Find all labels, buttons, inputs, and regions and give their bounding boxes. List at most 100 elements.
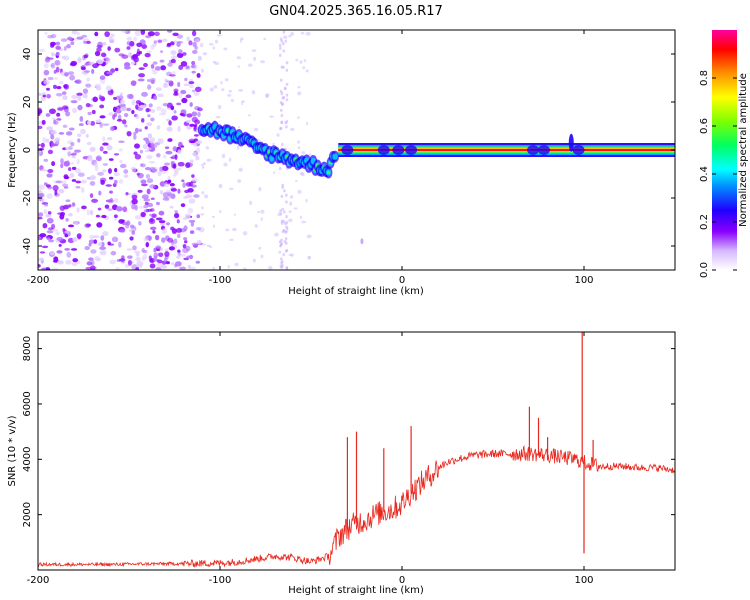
- spectrogram-speckle: [136, 51, 141, 57]
- spectrogram-speckle: [145, 241, 150, 248]
- spectrogram-speckle: [105, 57, 111, 63]
- spectrogram-speckle: [63, 176, 70, 180]
- spectrogram-speckle: [133, 250, 141, 254]
- spectrogram-speckle: [108, 158, 114, 161]
- spectrogram-speckle: [89, 193, 94, 199]
- spectrogram-streak: [280, 108, 283, 112]
- spectrogram-speckle: [108, 176, 114, 180]
- spectrogram-speckle: [160, 108, 167, 115]
- spectrogram-speckle: [152, 61, 158, 65]
- spectrogram-streak: [281, 207, 284, 211]
- spectrogram-speckle-sparse: [232, 227, 237, 232]
- spectrogram-speckle: [176, 255, 181, 259]
- spectrogram-speckle: [177, 81, 181, 87]
- spectrogram-speckle-sparse: [254, 224, 258, 228]
- spectrogram-speckle: [180, 145, 185, 148]
- spectrogram-speckle-sparse: [224, 78, 229, 82]
- spectrogram-speckle: [80, 66, 86, 71]
- spectrogram-speckle-sparse: [290, 32, 295, 36]
- spectrogram-speckle: [176, 34, 184, 39]
- spectrogram-speckle: [152, 230, 156, 234]
- spectrogram-speckle: [59, 81, 64, 85]
- colorbar-gradient: [712, 30, 737, 270]
- spectrogram-speckle-sparse: [253, 56, 257, 61]
- spectrogram-speckle: [110, 33, 115, 38]
- spectrogram-speckle: [96, 222, 103, 228]
- spectrogram-speckle-sparse: [257, 211, 260, 214]
- spectrogram-speckle: [60, 211, 66, 217]
- spectrogram-speckle-sparse: [201, 68, 204, 73]
- spectrogram-streak: [282, 30, 286, 34]
- spectrogram-speckle: [123, 174, 129, 178]
- spectrogram-speckle: [70, 100, 78, 104]
- spectrogram-speckle: [128, 40, 135, 47]
- spectrogram-speckle: [66, 44, 71, 49]
- spectrogram-speckle: [137, 189, 143, 193]
- spectrogram-speckle-sparse: [202, 52, 208, 56]
- spectrogram-speckle: [102, 136, 106, 142]
- spectrogram-speckle: [62, 183, 69, 187]
- spectrogram-speckle: [121, 54, 129, 59]
- spectrogram-speckle: [191, 30, 197, 37]
- spectrogram-speckle: [69, 172, 75, 178]
- spectrogram-isolated-dot: [360, 238, 364, 245]
- spectrogram-speckle: [88, 176, 93, 181]
- spectrogram-speckle: [88, 242, 92, 247]
- spectrogram-speckle: [134, 153, 142, 160]
- spectrogram-speckle: [55, 45, 61, 50]
- spectrogram-speckle: [166, 179, 171, 185]
- spectrogram-speckle: [52, 117, 56, 121]
- spectrogram-speckle: [75, 79, 82, 84]
- spectrogram-speckle: [133, 134, 137, 140]
- spectrogram-speckle: [43, 203, 49, 207]
- spectrogram-band-spot: [392, 145, 405, 155]
- spectrogram-streak: [279, 264, 283, 268]
- spectrogram-speckle-sparse: [237, 65, 241, 68]
- spectrogram-speckle-sparse: [297, 146, 301, 150]
- spectrogram-speckle-sparse: [223, 162, 228, 167]
- spectrogram-speckle: [148, 255, 152, 260]
- spectrogram-speckle: [194, 86, 202, 92]
- spectrogram-speckle: [177, 125, 181, 132]
- spectrogram-speckle: [188, 181, 194, 187]
- spectrogram-speckle: [111, 236, 119, 243]
- spectrogram-speckle: [154, 31, 160, 37]
- spectrogram-speckle: [156, 125, 161, 130]
- spectrogram-streak: [279, 212, 283, 216]
- spectrogram-speckle: [153, 247, 157, 253]
- spectrogram-speckle: [119, 103, 126, 107]
- spectrogram-speckle: [182, 243, 187, 249]
- spectrogram-speckle: [91, 175, 97, 180]
- spectrogram-speckle-sparse: [305, 31, 311, 36]
- spectrogram-ytick-label: -40: [22, 238, 33, 254]
- spectrogram-streak: [281, 96, 285, 100]
- spectrogram-streak: [280, 39, 284, 43]
- spectrogram-streak: [284, 230, 288, 234]
- spectrogram-speckle: [130, 80, 137, 86]
- spectrogram-speckle: [131, 109, 135, 115]
- snr-xlabel: Height of straight line (km): [288, 585, 424, 596]
- spectrogram-speckle-sparse: [208, 42, 214, 46]
- spectrogram-speckle: [197, 111, 201, 118]
- spectrogram-speckle: [146, 122, 153, 127]
- spectrogram-streak: [284, 39, 288, 43]
- spectrogram-speckle: [154, 142, 161, 146]
- spectrogram-speckle: [47, 35, 54, 39]
- spectrogram-speckle: [158, 210, 165, 216]
- spectrogram-speckle: [66, 36, 73, 41]
- spectrogram-speckle: [93, 239, 98, 244]
- spectrogram-speckle: [38, 257, 44, 262]
- spectrogram-speckle: [47, 149, 54, 155]
- spectrogram-speckle: [134, 127, 139, 134]
- spectrogram-speckle-sparse: [238, 126, 241, 129]
- spectrogram-speckle: [85, 102, 91, 108]
- spectrogram-speckle: [142, 143, 148, 150]
- spectrogram-speckle: [174, 154, 178, 160]
- spectrogram-speckle: [189, 84, 194, 89]
- spectrogram-speckle: [190, 266, 196, 270]
- spectrogram-speckle: [83, 40, 87, 44]
- spectrogram-speckle: [56, 112, 61, 117]
- spectrogram-speckle: [155, 267, 162, 270]
- spectrogram-speckle: [43, 158, 49, 162]
- snr-xtick-label: -200: [27, 575, 50, 586]
